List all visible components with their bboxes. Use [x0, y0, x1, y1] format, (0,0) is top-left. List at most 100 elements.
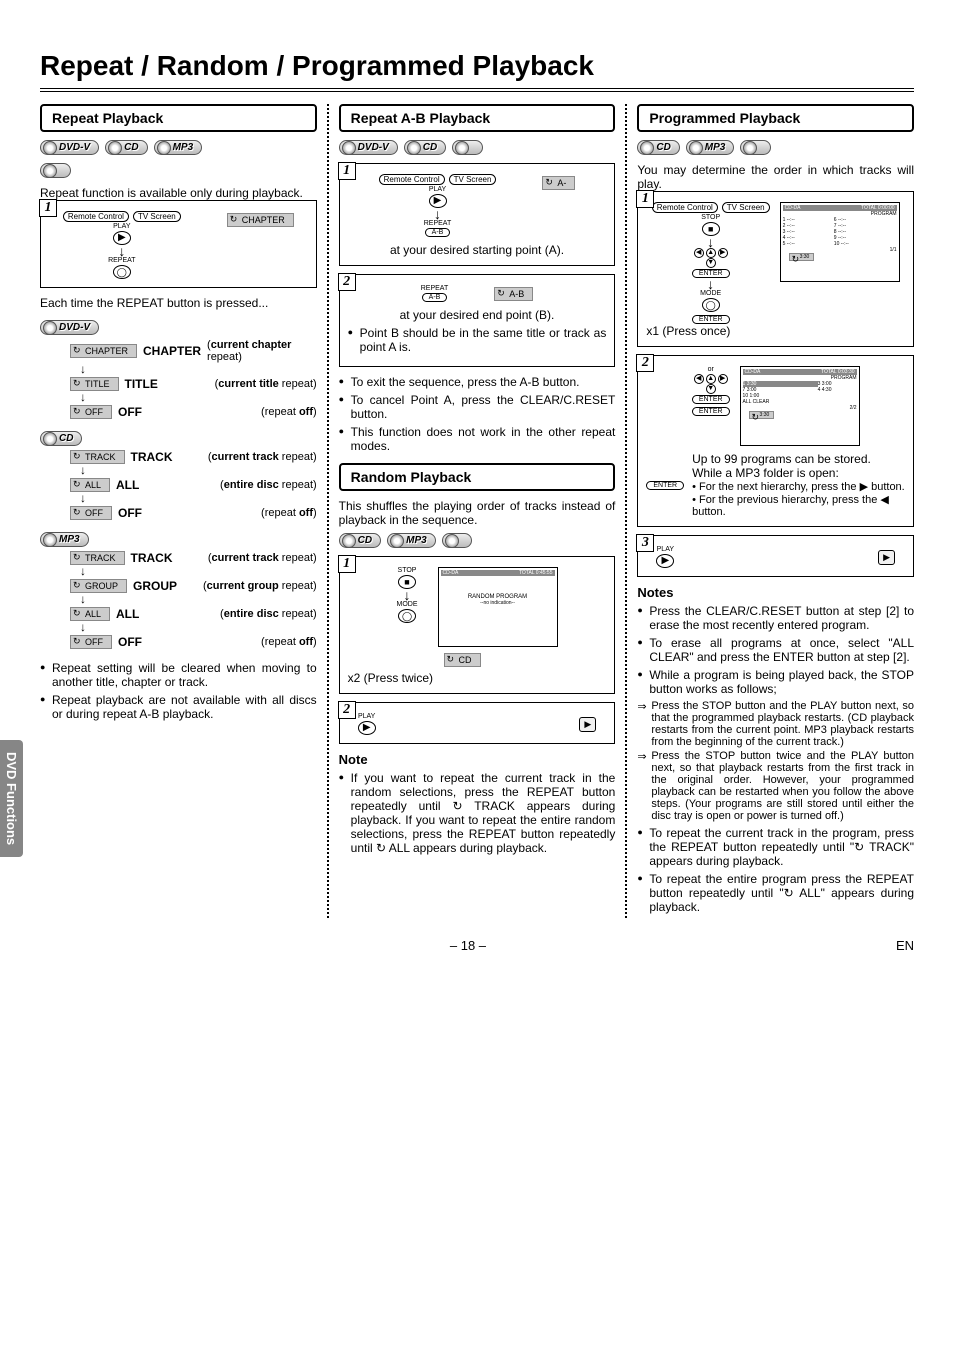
osd-a: A- — [542, 176, 575, 190]
repeat-intro: Repeat function is available only during… — [40, 186, 317, 200]
repeat-row: ALLALL(entire disc repeat) — [64, 478, 317, 492]
prog-screen-1: CD-DATOTAL 0:00:00 PROGRAM 1 --:--6 --:-… — [780, 202, 900, 282]
osd-track: TRACK — [70, 551, 125, 565]
press-once: x1 (Press once) — [646, 324, 905, 338]
repeat-row: OFFOFF(repeat off) — [64, 506, 317, 520]
repeat-step1: 1 Remote Control TV Screen PLAY ▶ ↓ REPE… — [40, 200, 317, 288]
section-title-repeat: Repeat Playback — [40, 104, 317, 132]
repeat-name: TRACK — [131, 551, 173, 565]
play-button-icon-4: ▶ — [656, 554, 674, 568]
repeat-name: OFF — [118, 635, 142, 649]
arrow-icon: ↓ — [118, 246, 125, 256]
play-label-3: PLAY — [358, 713, 375, 720]
prev-h: • For the previous hierarchy, press the … — [692, 493, 905, 518]
repeat-desc: (repeat off) — [261, 636, 317, 648]
prog-intro: You may determine the order in which tra… — [637, 163, 914, 191]
mode-label: MODE — [397, 601, 418, 608]
osd-group: GROUP — [70, 579, 127, 593]
mp3-open: While a MP3 folder is open: — [692, 466, 905, 480]
ab-note-2: To exit the sequence, press the A-B butt… — [339, 375, 616, 389]
disc-cdr-3 — [442, 533, 473, 548]
repeat-name: CHAPTER — [143, 344, 201, 358]
play-label-2: PLAY — [429, 186, 446, 193]
each-time-text: Each time the REPEAT button is pressed..… — [40, 296, 317, 310]
repeat-row: ALLALL(entire disc repeat) — [64, 607, 317, 621]
ab-note-3: To cancel Point A, press the CLEAR/C.RES… — [339, 393, 616, 421]
repeat-desc: (repeat off) — [261, 406, 317, 418]
repeat-row: GROUPGROUP(current group repeat) — [64, 579, 317, 593]
play-osd-icon-2: ▶ — [878, 550, 895, 565]
cd-repeat-cycle: TRACKTRACK(current track repeat)↓ALLALL(… — [40, 450, 317, 520]
dpad-l: ◀ — [694, 248, 704, 258]
arrow-down-icon: ↓ — [80, 567, 317, 575]
ps1-time: 3:30 — [789, 253, 815, 261]
disc-cdr-2 — [452, 140, 483, 155]
rand-hdr-l: CD-DA — [443, 570, 459, 576]
col-programmed: Programmed Playback CD MP3 You may deter… — [637, 104, 914, 918]
enter-btn-3: ENTER — [692, 315, 730, 324]
osd-title: TITLE — [70, 377, 119, 391]
arrow-down-icon: ↓ — [80, 393, 317, 401]
step-number-2b: 2 — [338, 701, 356, 719]
ab-step2: 2 REPEAT A-B A-B at your desired end poi… — [339, 274, 616, 367]
random-step1: 1 STOP ■ ↓ MODE ◯ CD-DATOTAL 0:45:55 RAN… — [339, 556, 616, 694]
osd-off: OFF — [70, 635, 112, 649]
disc-mp3-3: MP3 — [387, 533, 436, 548]
step-number-1: 1 — [39, 199, 57, 217]
prog-note-5: To repeat the entire program press the R… — [637, 872, 914, 914]
arrow-down-icon: ↓ — [80, 623, 317, 631]
repeat-desc: (current title repeat) — [215, 378, 317, 390]
random-note: If you want to repeat the current track … — [339, 771, 616, 855]
prog-step1: 1 Remote Control TV Screen STOP ■ ↓ ◀ ▲ … — [637, 191, 914, 347]
random-screen: CD-DATOTAL 0:45:55 RANDOM PROGRAM --no i… — [438, 567, 558, 647]
mode-label-2: MODE — [700, 290, 721, 297]
repeat-row: TITLE TITLE (current title repeat) — [64, 377, 317, 391]
dpad-l2: ◀ — [694, 374, 704, 384]
col-ab-random: Repeat A-B Playback DVD-V CD 1 Remote Co… — [339, 104, 628, 918]
prog-sub-1: Press the STOP button and the PLAY butto… — [637, 700, 914, 748]
osd-chapter: CHAPTER — [70, 344, 137, 358]
repeat-row: TRACK TRACK (current track repeat) — [64, 551, 317, 565]
repeat-label-3: REPEAT — [421, 285, 449, 292]
arrow-icon-3: ↓ — [404, 590, 411, 600]
arrow-down-icon: ↓ — [80, 595, 317, 603]
osd-chapter: CHAPTER — [227, 213, 294, 227]
repeat-desc: (current track repeat) — [208, 552, 317, 564]
ab-button-icon-2: A-B — [422, 293, 448, 302]
osd-all: ALL — [70, 478, 110, 492]
disc-mp3-4: MP3 — [686, 140, 735, 155]
repeat-name: OFF — [118, 506, 142, 520]
mp3-repeat-cycle: TRACK TRACK (current track repeat) ↓ GROUPGR… — [40, 551, 317, 649]
step-number-2c: 2 — [636, 354, 654, 372]
repeat-note-2: Repeat playback are not available with a… — [40, 693, 317, 721]
tvscreen-label: TV Screen — [133, 211, 181, 222]
osd-off: OFF — [70, 405, 112, 419]
play-label: PLAY — [113, 223, 130, 230]
prog-note-2: To erase all programs at once, select "A… — [637, 636, 914, 664]
rand-hdr-r: TOTAL 0:45:55 — [519, 570, 553, 576]
repeat-name: TRACK — [131, 450, 173, 464]
prog-sub-2: Press the STOP button twice and the PLAY… — [637, 750, 914, 822]
ab-button-icon: A-B — [425, 228, 451, 237]
arrow-down-icon: ↓ — [80, 494, 317, 502]
ps2-time: 3:30 — [749, 411, 775, 419]
repeat-row: OFFOFF(repeat off) — [64, 405, 317, 419]
disc-cd-4: CD — [339, 533, 381, 548]
repeat-name: TITLE — [125, 377, 158, 391]
repeat-row: OFF OFF (repeat off) — [64, 635, 317, 649]
dvd-repeat-cycle: CHAPTERCHAPTER(current chapter repeat)↓T… — [40, 339, 317, 419]
osd-track: TRACK — [70, 450, 125, 464]
mode-button-icon-2: ◯ — [702, 298, 720, 312]
random-intro: This shuffles the playing order of track… — [339, 499, 616, 527]
osd-ab: A-B — [494, 287, 533, 301]
ab-note-4: This function does not work in the other… — [339, 425, 616, 453]
repeat-desc: (entire disc repeat) — [220, 608, 317, 620]
ab-step2-text: at your desired end point (B). — [348, 308, 607, 322]
disc-cd: CD — [105, 140, 147, 155]
disc-cd-5: CD — [637, 140, 679, 155]
mode-button-icon: ◯ — [398, 609, 416, 623]
step-number-3: 3 — [636, 534, 654, 552]
section-title-prog: Programmed Playback — [637, 104, 914, 132]
disc-dvdv-3: DVD-V — [339, 140, 398, 155]
rand-sub: --no indication-- — [441, 600, 555, 606]
